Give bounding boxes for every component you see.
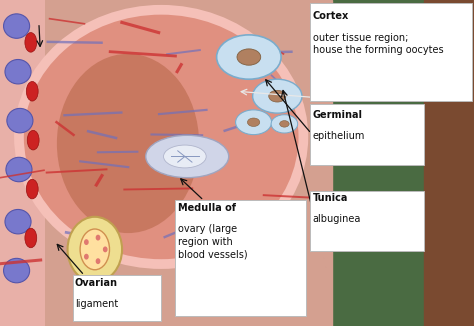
FancyBboxPatch shape <box>310 191 424 251</box>
Text: Germinal: Germinal <box>313 110 363 120</box>
Text: Cortex: Cortex <box>313 11 349 22</box>
Circle shape <box>247 118 260 126</box>
FancyBboxPatch shape <box>310 104 424 165</box>
Ellipse shape <box>25 33 36 52</box>
Ellipse shape <box>57 54 199 233</box>
Ellipse shape <box>146 135 228 178</box>
Ellipse shape <box>164 145 206 168</box>
Bar <box>424 0 474 326</box>
Ellipse shape <box>27 130 39 150</box>
Circle shape <box>236 110 272 135</box>
Bar <box>0 0 45 326</box>
Ellipse shape <box>3 258 29 283</box>
Ellipse shape <box>7 108 33 133</box>
Ellipse shape <box>80 229 109 270</box>
Ellipse shape <box>96 235 100 241</box>
Text: epithelium: epithelium <box>313 131 365 141</box>
FancyBboxPatch shape <box>175 200 306 316</box>
Circle shape <box>227 212 244 224</box>
Ellipse shape <box>26 179 38 199</box>
Circle shape <box>227 203 244 215</box>
Circle shape <box>271 115 298 133</box>
Ellipse shape <box>6 157 32 182</box>
Ellipse shape <box>5 59 31 84</box>
Circle shape <box>269 90 286 102</box>
Bar <box>0 0 332 326</box>
Ellipse shape <box>25 228 36 248</box>
Circle shape <box>253 79 302 113</box>
Ellipse shape <box>84 239 89 245</box>
Circle shape <box>237 49 261 65</box>
Text: albuginea: albuginea <box>313 214 361 224</box>
Text: outer tissue region;
house the forming oocytes: outer tissue region; house the forming o… <box>313 33 444 55</box>
Text: Medulla of: Medulla of <box>178 203 236 213</box>
Text: Ovarian: Ovarian <box>75 278 118 288</box>
Circle shape <box>280 121 289 127</box>
Ellipse shape <box>5 210 31 234</box>
Ellipse shape <box>96 258 100 264</box>
Text: ligament: ligament <box>75 299 118 309</box>
Ellipse shape <box>3 14 29 38</box>
Circle shape <box>213 203 230 215</box>
FancyBboxPatch shape <box>310 3 472 101</box>
FancyBboxPatch shape <box>73 275 161 321</box>
Ellipse shape <box>103 246 108 252</box>
Ellipse shape <box>26 82 38 101</box>
Text: Tunica: Tunica <box>313 193 348 203</box>
Circle shape <box>200 212 217 224</box>
Circle shape <box>217 35 281 79</box>
Ellipse shape <box>19 10 303 264</box>
Circle shape <box>200 203 217 215</box>
Ellipse shape <box>84 254 89 259</box>
Ellipse shape <box>68 217 122 282</box>
Text: ovary (large
region with
blood vessels): ovary (large region with blood vessels) <box>178 224 247 259</box>
Circle shape <box>213 212 230 224</box>
